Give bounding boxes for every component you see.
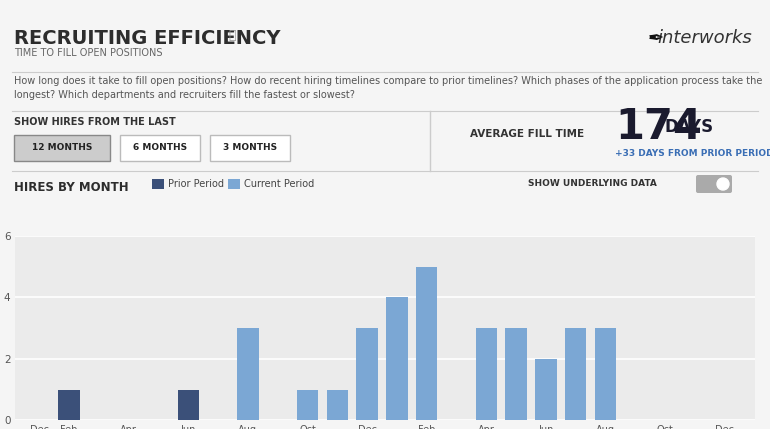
Bar [296,390,318,420]
Bar [237,328,259,420]
FancyBboxPatch shape [696,175,732,193]
Bar [237,390,259,420]
Text: 3 MONTHS: 3 MONTHS [223,143,277,152]
Text: 12 MONTHS: 12 MONTHS [32,143,92,152]
Bar [228,179,240,189]
Text: RECRUITING EFFICIENCY: RECRUITING EFFICIENCY [14,29,280,48]
Text: AVERAGE FILL TIME: AVERAGE FILL TIME [470,129,584,139]
Bar [565,328,587,420]
Text: TIME TO FILL OPEN POSITIONS: TIME TO FILL OPEN POSITIONS [14,48,162,58]
Bar [152,179,164,189]
Bar [178,390,199,420]
Bar [476,328,497,420]
Bar [505,328,527,420]
Text: SHOW HIRES FROM THE LAST: SHOW HIRES FROM THE LAST [14,117,176,127]
Text: Current Period: Current Period [244,179,314,189]
Text: +33 DAYS FROM PRIOR PERIOD: +33 DAYS FROM PRIOR PERIOD [615,149,770,158]
Bar [357,328,378,420]
Text: HIRES BY MONTH: HIRES BY MONTH [14,181,129,194]
Bar [326,390,348,420]
Bar [59,390,80,420]
Bar [595,328,616,420]
Circle shape [717,178,729,190]
Text: ⓘ: ⓘ [228,29,236,42]
Bar [14,135,110,161]
Bar [535,359,557,420]
Text: DAYS: DAYS [665,118,714,136]
Text: 6 MONTHS: 6 MONTHS [133,143,187,152]
Bar [210,135,290,161]
Bar [387,297,407,420]
Text: 174: 174 [615,106,702,148]
Bar [296,390,318,420]
Bar [120,135,200,161]
Text: Prior Period: Prior Period [168,179,224,189]
Text: interworks: interworks [658,29,752,47]
Text: SHOW UNDERLYING DATA: SHOW UNDERLYING DATA [528,179,657,188]
Text: How long does it take to fill open positions? How do recent hiring timelines com: How long does it take to fill open posit… [14,76,762,100]
Bar [357,390,378,420]
Bar [416,267,437,420]
Text: ✒: ✒ [648,29,665,48]
